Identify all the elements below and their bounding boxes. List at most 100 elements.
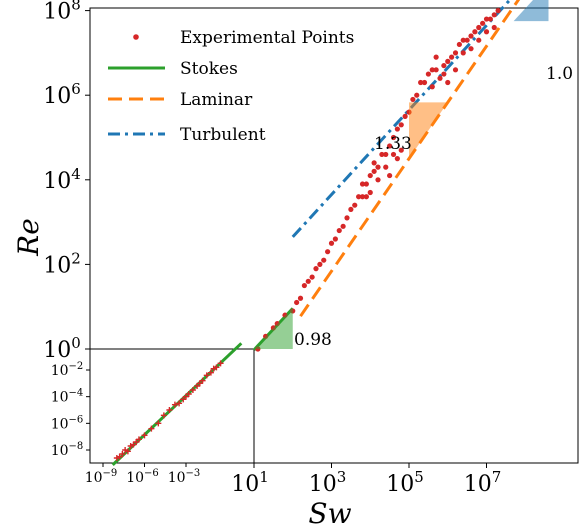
experimental-point bbox=[456, 41, 462, 48]
inset-layer bbox=[111, 342, 243, 466]
experimental-point bbox=[476, 24, 482, 31]
slope-triangles bbox=[254, 0, 549, 349]
x-tick-label: 103 bbox=[309, 468, 347, 497]
x-tick-label: 101 bbox=[231, 468, 269, 497]
y-tick-label: 104 bbox=[43, 165, 81, 194]
inset-y-tick-label: 10−2 bbox=[51, 361, 84, 379]
experimental-point bbox=[297, 295, 304, 301]
experimental-point bbox=[321, 257, 327, 263]
experimental-point bbox=[356, 194, 362, 200]
experimental-point bbox=[332, 236, 338, 242]
y-tick-label: 100 bbox=[43, 334, 81, 363]
experimental-point bbox=[437, 75, 443, 81]
experimental-point bbox=[359, 181, 366, 187]
inset-point bbox=[185, 391, 192, 397]
experimental-point bbox=[383, 151, 389, 158]
experimental-point bbox=[472, 29, 478, 35]
inset-frame bbox=[89, 348, 255, 464]
inset-point bbox=[217, 360, 224, 367]
slope-triangle-laminar bbox=[409, 102, 448, 159]
experimental-point bbox=[418, 79, 424, 86]
inset-point bbox=[124, 448, 131, 455]
slope-triangle-stokes bbox=[254, 307, 293, 349]
series-laminar-line bbox=[299, 0, 521, 318]
experimental-point bbox=[452, 67, 459, 73]
y-tick-label: 108 bbox=[43, 0, 81, 25]
inset-point bbox=[155, 420, 162, 427]
experimental-point bbox=[410, 96, 416, 103]
experimental-point bbox=[363, 194, 369, 200]
legend-label: Turbulent bbox=[180, 125, 266, 145]
inset-point bbox=[176, 400, 183, 407]
legend: Experimental Points Stokes Laminar Turbulen… bbox=[108, 28, 354, 145]
experimental-points bbox=[255, 8, 501, 352]
experimental-point bbox=[387, 143, 393, 149]
experimental-point bbox=[317, 261, 323, 267]
experimental-point bbox=[359, 194, 366, 200]
plot-frame bbox=[89, 7, 579, 464]
slope-triangle-turbulent bbox=[513, 0, 549, 22]
experimental-point bbox=[344, 215, 350, 221]
experimental-point bbox=[313, 266, 319, 272]
experimental-point bbox=[336, 227, 342, 234]
legend-marker bbox=[133, 34, 139, 40]
experimental-point bbox=[352, 202, 358, 208]
experimental-point bbox=[460, 37, 466, 43]
slope-label-laminar: 1.33 bbox=[374, 134, 412, 154]
inset-point bbox=[199, 377, 206, 384]
experimental-point bbox=[390, 134, 397, 141]
experimental-point bbox=[294, 299, 300, 306]
experimental-point bbox=[449, 54, 455, 60]
inset-point bbox=[207, 369, 214, 376]
inset-y-tick-label: 10−4 bbox=[51, 388, 84, 406]
y-axis-label: Re bbox=[12, 218, 45, 257]
experimental-point bbox=[464, 37, 470, 43]
experimental-point bbox=[495, 8, 501, 14]
experimental-point bbox=[445, 58, 451, 64]
experimental-point bbox=[468, 33, 474, 39]
experimental-point bbox=[398, 122, 404, 128]
experimental-point bbox=[394, 156, 400, 162]
experimental-point bbox=[328, 240, 335, 246]
experimental-point bbox=[379, 151, 385, 158]
experimental-point bbox=[441, 62, 447, 69]
experimental-point bbox=[433, 54, 439, 60]
experimental-point bbox=[367, 172, 373, 179]
inset-point bbox=[166, 407, 173, 413]
experimental-point bbox=[305, 278, 311, 284]
inset-x-tick-label: 10−6 bbox=[126, 468, 159, 486]
experimental-point bbox=[483, 29, 490, 35]
inset-point bbox=[213, 364, 220, 371]
experimental-point bbox=[445, 79, 451, 86]
inset-x-ticks: 10−9 10−6 10−3 bbox=[85, 463, 201, 486]
x-tick-label: 107 bbox=[464, 468, 502, 497]
experimental-point bbox=[491, 12, 497, 18]
inset-point bbox=[203, 372, 210, 379]
experimental-point bbox=[402, 113, 408, 119]
experimental-point bbox=[441, 71, 447, 77]
experimental-point bbox=[460, 50, 466, 56]
experimental-point bbox=[483, 16, 490, 22]
inset-y-tick-label: 10−6 bbox=[51, 414, 84, 432]
experimental-point bbox=[348, 206, 354, 213]
inset-point bbox=[148, 425, 155, 432]
y-tick-label: 102 bbox=[43, 249, 81, 278]
inset-point bbox=[141, 432, 148, 439]
experimental-point bbox=[394, 126, 400, 132]
experimental-point bbox=[421, 79, 428, 86]
experimental-point bbox=[452, 50, 459, 56]
experimental-point bbox=[425, 71, 431, 77]
legend-label: Laminar bbox=[180, 90, 253, 110]
x-tick-label: 105 bbox=[386, 468, 424, 497]
inset-x-tick-label: 10−3 bbox=[168, 468, 201, 486]
experimental-point bbox=[387, 172, 393, 179]
experimental-point bbox=[383, 164, 389, 170]
inset-point bbox=[171, 401, 178, 408]
experimental-point bbox=[340, 223, 346, 229]
x-ticks: 101 103 105 107 bbox=[231, 463, 501, 497]
experimental-point bbox=[476, 37, 482, 43]
slope-label-stokes: 0.98 bbox=[294, 330, 332, 350]
x-axis-label: Sw bbox=[308, 497, 351, 527]
experimental-point bbox=[371, 168, 377, 174]
y-tick-label: 106 bbox=[43, 80, 81, 109]
